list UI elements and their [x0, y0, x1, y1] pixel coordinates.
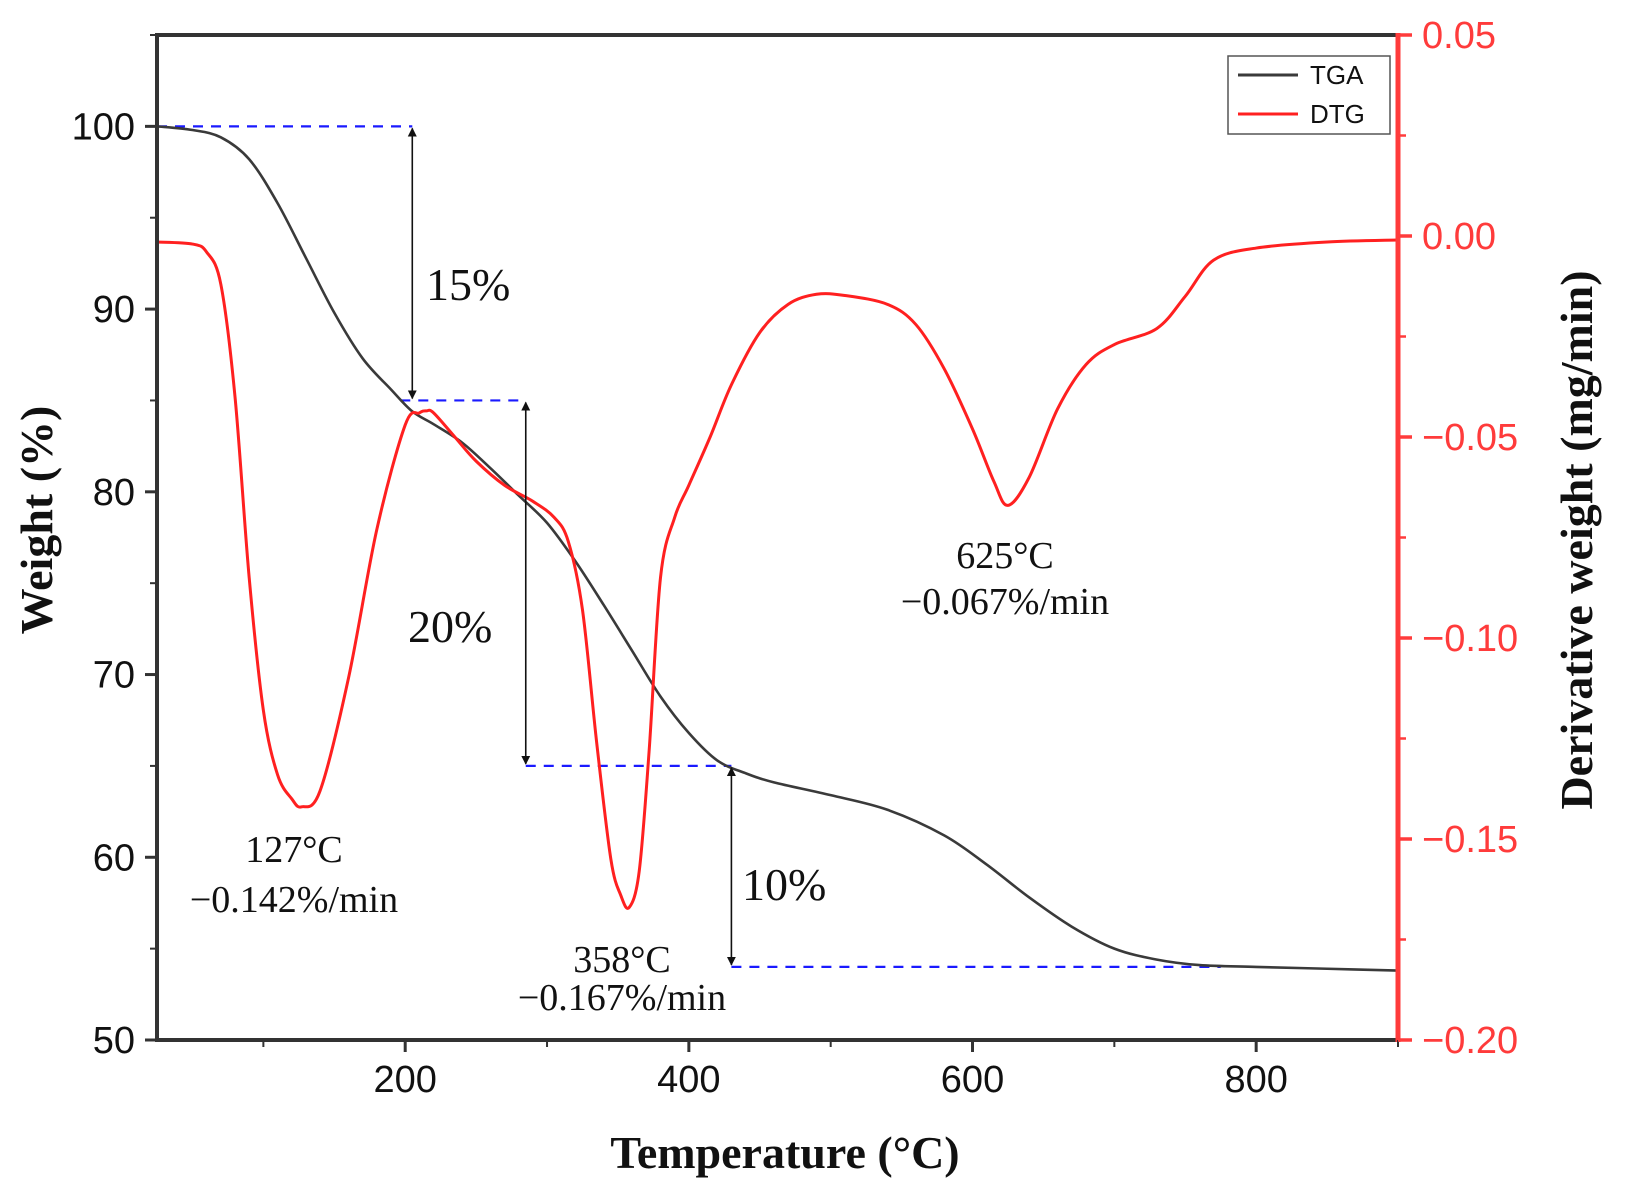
x-tick-label-400: 400: [657, 1059, 720, 1101]
y-right-tick-label-3: −0.05: [1422, 417, 1518, 459]
y-right-tick-label-5: 0.05: [1422, 15, 1496, 57]
y-left-tick-label-100: 100: [72, 106, 135, 148]
x-axis-title: Temperature (°C): [610, 1127, 959, 1178]
y-left-tick-label-50: 50: [93, 1020, 135, 1062]
x-tick-label-600: 600: [941, 1059, 1004, 1101]
y-right-tick-label-2: −0.10: [1422, 618, 1518, 660]
peak-1-temp-label: 127°C: [245, 829, 343, 871]
x-tick-label-800: 800: [1224, 1059, 1287, 1101]
text-layer: Temperature (°C) Weight (%) Derivative w…: [11, 259, 1602, 1178]
peak-3-temp-label: 625°C: [956, 535, 1054, 577]
peak-2-temp-label: 358°C: [573, 939, 671, 981]
x-tick-label-200: 200: [373, 1059, 436, 1101]
axes-layer: 200 400 600 800 50 60 70 80 90 100 −0.20 −0.15 −0.10…: [72, 15, 1519, 1101]
dtg-series-line: [156, 238, 1399, 910]
step-2-loss-label: 20%: [408, 601, 492, 652]
series-layer: [156, 125, 1399, 972]
peak-1-rate-label: −0.142%/min: [190, 879, 398, 921]
step-3-loss-label: 10%: [742, 859, 826, 910]
y-right-tick-label-4: 0.00: [1422, 216, 1496, 258]
y-left-tick-label-80: 80: [93, 472, 135, 514]
legend-tga-label: TGA: [1310, 60, 1364, 90]
peak-2-rate-label: −0.167%/min: [518, 977, 726, 1019]
y-left-tick-label-90: 90: [93, 289, 135, 331]
step-arrows: [407, 127, 736, 966]
y-right-tick-label-0: −0.20: [1422, 1020, 1518, 1062]
y-left-tick-label-70: 70: [93, 655, 135, 697]
peak-3-rate-label: −0.067%/min: [901, 581, 1109, 623]
legend-box: [1227, 55, 1391, 135]
y-left-axis-title: Weight (%): [11, 406, 62, 635]
tga-series-line: [156, 125, 1399, 972]
legend: TGA DTG: [1227, 55, 1391, 135]
y-right-tick-label-1: −0.15: [1422, 819, 1518, 861]
legend-dtg-label: DTG: [1310, 99, 1365, 129]
guide-lines: [157, 125, 1221, 969]
y-right-axis-title: Derivative weight (mg/min): [1551, 270, 1602, 809]
step-1-loss-label: 15%: [426, 259, 510, 310]
y-left-tick-label-60: 60: [93, 837, 135, 879]
